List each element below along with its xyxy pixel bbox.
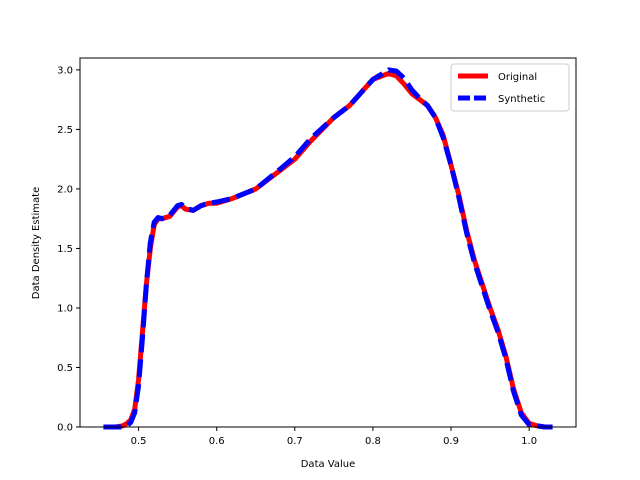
x-tick-label: 1.0 <box>521 436 537 447</box>
y-tick-label: 2.0 <box>57 184 73 195</box>
y-axis-ticks: 0.0 0.5 1.0 1.5 2.0 2.5 3.0 <box>57 65 80 434</box>
x-tick-label: 0.9 <box>443 436 459 447</box>
axes-frame <box>79 57 577 428</box>
x-axis-ticks: 0.5 0.6 0.7 0.8 0.9 1.0 <box>131 427 537 447</box>
legend-label-synthetic: Synthetic <box>498 94 545 105</box>
y-tick-label: 3.0 <box>57 65 73 76</box>
x-tick-label: 0.8 <box>365 436 381 447</box>
y-tick-label: 0.0 <box>57 423 73 434</box>
y-tick-label: 0.5 <box>57 363 73 374</box>
y-tick-label: 2.5 <box>57 125 73 136</box>
series-line-synthetic <box>103 67 553 430</box>
x-tick-label: 0.5 <box>131 436 147 447</box>
x-tick-label: 0.7 <box>287 436 303 447</box>
legend: Original Synthetic <box>450 63 570 112</box>
x-tick-label: 0.6 <box>209 436 225 447</box>
y-tick-label: 1.5 <box>57 244 73 255</box>
x-axis-label: Data Value <box>301 459 356 470</box>
plot-area <box>79 57 577 430</box>
legend-label-original: Original <box>498 72 537 83</box>
y-axis-label: Data Density Estimate <box>31 187 42 299</box>
y-tick-label: 1.0 <box>57 303 73 314</box>
